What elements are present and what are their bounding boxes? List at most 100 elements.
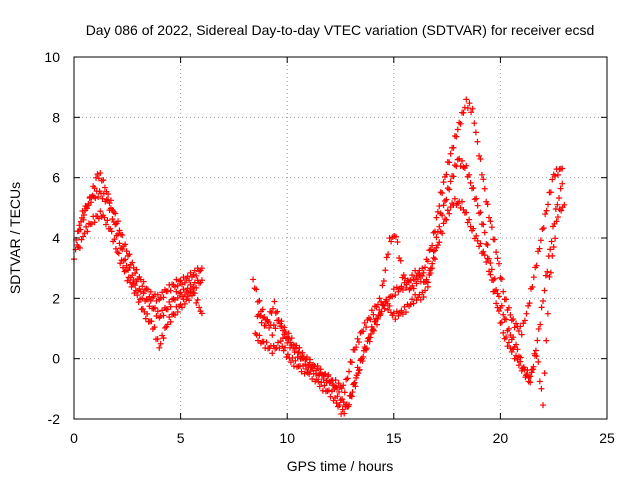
data-point-marker [537,237,544,244]
data-point-marker [471,120,478,127]
data-point-marker [493,300,500,307]
data-point-marker [527,373,534,380]
data-point-marker [544,310,551,317]
data-point-marker [151,324,158,331]
data-point-marker [351,379,358,386]
data-point-marker [473,195,480,202]
data-point-marker [104,217,111,224]
data-point-marker [446,186,453,193]
data-point-marker [554,171,561,178]
data-point-marker [148,318,155,325]
data-point-marker [487,218,494,225]
data-point-marker [269,305,276,312]
data-point-marker [160,294,167,301]
data-point-marker [156,344,163,351]
data-point-marker [171,311,178,318]
data-point-marker [349,389,356,396]
data-point-marker [549,252,556,259]
y-tick-label: 0 [52,351,60,367]
data-point-marker [294,354,301,361]
data-point-marker [376,295,383,302]
data-point-marker [91,185,98,192]
data-point-marker [474,138,481,145]
data-point-marker [279,343,286,350]
data-point-marker [325,387,332,394]
data-point-marker [432,256,439,263]
data-point-marker [364,338,371,345]
data-point-marker [74,228,81,235]
data-point-marker [153,297,160,304]
data-point-marker [122,241,129,248]
data-point-marker [368,307,375,314]
data-point-marker [79,208,86,215]
data-point-marker [292,357,299,364]
data-point-marker [410,300,417,307]
data-point-marker [472,129,479,136]
data-point-marker [538,385,545,392]
data-point-marker [416,272,423,279]
x-tick-label: 25 [599,430,615,446]
data-point-marker [534,337,541,344]
data-point-marker [126,251,133,258]
data-point-marker [424,283,431,290]
data-point-marker [395,312,402,319]
data-point-marker [393,308,400,315]
data-point-marker [388,238,395,245]
data-point-marker [256,332,263,339]
data-point-marker [344,375,351,382]
data-point-marker [160,312,167,319]
data-point-marker [550,243,557,250]
data-point-marker [481,252,488,259]
data-point-marker [132,287,139,294]
data-point-marker [505,304,512,311]
data-point-marker [474,202,481,209]
data-point-marker [546,273,553,280]
data-point-marker [274,308,281,315]
data-point-marker [547,246,554,253]
data-point-marker [154,335,161,342]
data-point-marker [547,189,554,196]
data-point-marker [129,272,136,279]
data-point-marker [105,197,112,204]
data-point-marker [494,255,501,262]
data-point-marker [487,260,494,267]
data-point-marker [97,170,104,177]
data-point-marker [116,227,123,234]
data-point-marker [119,246,126,253]
data-point-marker [374,316,381,323]
data-point-marker [477,209,484,216]
data-point-marker [436,239,443,246]
data-point-marker [193,284,200,291]
data-point-marker [355,367,362,374]
data-point-marker [510,334,517,341]
data-point-marker [433,214,440,221]
data-point-marker [284,351,291,358]
data-point-marker [361,319,368,326]
data-point-marker [486,214,493,221]
data-point-marker [325,373,332,380]
data-point-marker [336,401,343,408]
data-point-marker [177,277,184,284]
data-point-marker [409,296,416,303]
data-point-marker [392,292,399,299]
data-point-marker [370,326,377,333]
data-point-marker [419,265,426,272]
data-point-marker [480,176,487,183]
data-point-marker [115,250,122,257]
data-point-marker [447,150,454,157]
data-point-marker [179,304,186,311]
data-point-marker [335,380,342,387]
data-point-marker [440,179,447,186]
data-point-marker [262,322,269,329]
data-point-marker [186,297,193,304]
data-point-marker [117,260,124,267]
data-point-marker [526,300,533,307]
data-point-marker [481,185,488,192]
data-point-marker [500,329,507,336]
data-point-marker [377,310,384,317]
data-point-marker [470,225,477,232]
data-point-marker [258,319,265,326]
data-point-marker [481,229,488,236]
data-point-marker [459,198,466,205]
